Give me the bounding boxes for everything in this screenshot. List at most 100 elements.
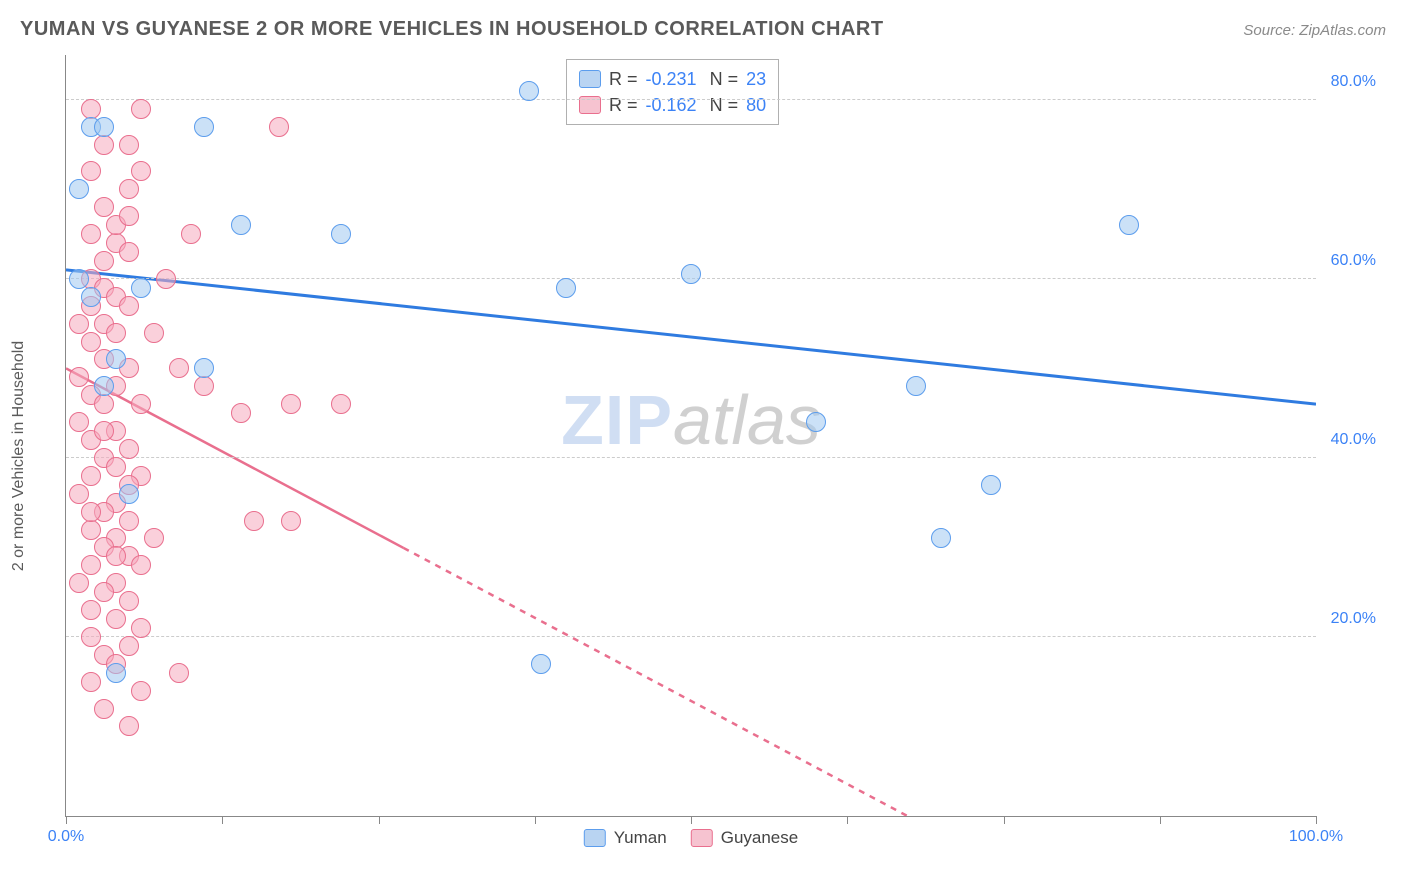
scatter-point-guyanese <box>131 161 151 181</box>
scatter-point-guyanese <box>94 251 114 271</box>
gridline-h <box>66 636 1316 637</box>
source-attribution: Source: ZipAtlas.com <box>1243 22 1386 39</box>
scatter-point-guyanese <box>94 421 114 441</box>
scatter-point-guyanese <box>131 555 151 575</box>
scatter-point-guyanese <box>69 367 89 387</box>
trend-lines <box>66 55 1316 816</box>
x-tick <box>66 816 67 824</box>
scatter-point-guyanese <box>156 269 176 289</box>
legend-stats-row-yuman: R = -0.231 N = 23 <box>579 66 766 92</box>
chart-title: YUMAN VS GUYANESE 2 OR MORE VEHICLES IN … <box>20 18 884 41</box>
scatter-point-guyanese <box>81 600 101 620</box>
x-tick <box>1316 816 1317 824</box>
legend-swatch-icon <box>584 829 606 847</box>
scatter-point-guyanese <box>119 135 139 155</box>
legend-swatch-yuman <box>579 70 601 88</box>
bottom-legend: Yuman Guyanese <box>584 828 798 848</box>
x-tick <box>222 816 223 824</box>
scatter-point-guyanese <box>169 663 189 683</box>
x-tick <box>535 816 536 824</box>
scatter-point-yuman <box>106 663 126 683</box>
x-tick <box>1160 816 1161 824</box>
scatter-point-guyanese <box>94 197 114 217</box>
scatter-point-yuman <box>931 528 951 548</box>
scatter-point-yuman <box>806 412 826 432</box>
plot-area: ZIPatlas R = -0.231 N = 23 R = -0.162 N … <box>65 55 1316 817</box>
scatter-point-guyanese <box>144 528 164 548</box>
scatter-point-guyanese <box>131 618 151 638</box>
scatter-point-guyanese <box>119 179 139 199</box>
y-tick-label: 80.0% <box>1331 73 1376 91</box>
scatter-point-yuman <box>81 287 101 307</box>
x-tick <box>1004 816 1005 824</box>
scatter-point-yuman <box>194 358 214 378</box>
scatter-point-yuman <box>681 264 701 284</box>
scatter-point-guyanese <box>194 376 214 396</box>
scatter-point-guyanese <box>81 224 101 244</box>
scatter-point-guyanese <box>331 394 351 414</box>
legend-item-yuman: Yuman <box>584 828 667 848</box>
scatter-point-guyanese <box>119 439 139 459</box>
legend-stats-row-guyanese: R = -0.162 N = 80 <box>579 92 766 118</box>
legend-item-guyanese: Guyanese <box>691 828 799 848</box>
legend-statistics: R = -0.231 N = 23 R = -0.162 N = 80 <box>566 59 779 125</box>
scatter-point-guyanese <box>94 582 114 602</box>
scatter-point-guyanese <box>69 484 89 504</box>
x-tick <box>847 816 848 824</box>
chart-container: 2 or more Vehicles in Household ZIPatlas… <box>20 55 1386 857</box>
scatter-point-guyanese <box>81 502 101 522</box>
scatter-point-guyanese <box>244 511 264 531</box>
scatter-point-yuman <box>94 117 114 137</box>
scatter-point-guyanese <box>81 555 101 575</box>
y-axis-label: 2 or more Vehicles in Household <box>10 341 28 571</box>
r-value-guyanese: -0.162 <box>646 95 697 116</box>
scatter-point-yuman <box>519 81 539 101</box>
gridline-h <box>66 457 1316 458</box>
scatter-point-guyanese <box>69 314 89 334</box>
scatter-point-guyanese <box>81 466 101 486</box>
scatter-point-yuman <box>131 278 151 298</box>
scatter-point-guyanese <box>81 672 101 692</box>
scatter-point-guyanese <box>269 117 289 137</box>
scatter-point-yuman <box>94 376 114 396</box>
scatter-point-yuman <box>981 475 1001 495</box>
scatter-point-guyanese <box>119 511 139 531</box>
scatter-point-guyanese <box>119 296 139 316</box>
scatter-point-guyanese <box>69 573 89 593</box>
scatter-point-guyanese <box>181 224 201 244</box>
scatter-point-yuman <box>531 654 551 674</box>
scatter-point-guyanese <box>281 511 301 531</box>
scatter-point-guyanese <box>231 403 251 423</box>
scatter-point-yuman <box>119 484 139 504</box>
scatter-point-guyanese <box>119 716 139 736</box>
scatter-point-guyanese <box>131 394 151 414</box>
scatter-point-guyanese <box>131 681 151 701</box>
scatter-point-guyanese <box>94 394 114 414</box>
r-value-yuman: -0.231 <box>646 69 697 90</box>
scatter-point-guyanese <box>106 546 126 566</box>
scatter-point-guyanese <box>81 161 101 181</box>
scatter-point-yuman <box>69 269 89 289</box>
scatter-point-guyanese <box>69 412 89 432</box>
y-tick-label: 60.0% <box>1331 252 1376 270</box>
scatter-point-guyanese <box>144 323 164 343</box>
scatter-point-yuman <box>331 224 351 244</box>
trend-line <box>66 270 1316 404</box>
scatter-point-guyanese <box>81 520 101 540</box>
scatter-point-guyanese <box>119 636 139 656</box>
watermark: ZIPatlas <box>561 380 821 460</box>
scatter-point-yuman <box>69 179 89 199</box>
scatter-point-guyanese <box>106 457 126 477</box>
scatter-point-guyanese <box>94 135 114 155</box>
scatter-point-guyanese <box>119 206 139 226</box>
scatter-point-yuman <box>906 376 926 396</box>
scatter-point-guyanese <box>281 394 301 414</box>
scatter-point-yuman <box>106 349 126 369</box>
x-tick <box>379 816 380 824</box>
scatter-point-guyanese <box>119 242 139 262</box>
y-tick-label: 40.0% <box>1331 431 1376 449</box>
scatter-point-guyanese <box>119 591 139 611</box>
x-tick-label: 0.0% <box>48 828 84 846</box>
scatter-point-yuman <box>194 117 214 137</box>
scatter-point-guyanese <box>81 332 101 352</box>
